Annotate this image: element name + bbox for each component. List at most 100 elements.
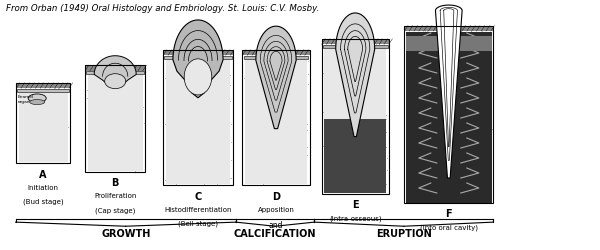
Point: [135, 70, 145, 73]
Point: [331, 93, 340, 97]
Point: [242, 51, 251, 55]
Point: [371, 95, 381, 99]
Point: [37, 115, 46, 119]
Point: [295, 67, 304, 71]
Point: [340, 61, 350, 65]
Point: [185, 119, 194, 123]
Point: [332, 162, 342, 166]
Point: [211, 91, 220, 95]
Point: [298, 110, 308, 114]
Point: [98, 110, 107, 114]
Point: [91, 135, 100, 139]
Point: [179, 114, 189, 118]
Point: [425, 112, 435, 116]
Point: [59, 124, 68, 128]
Point: [181, 60, 190, 64]
Point: [469, 131, 478, 135]
Point: [356, 119, 366, 123]
Point: [171, 65, 181, 69]
Point: [379, 71, 388, 75]
Point: [191, 75, 201, 79]
Point: [444, 125, 454, 129]
Point: [367, 91, 376, 95]
Point: [252, 64, 262, 68]
Point: [344, 118, 354, 122]
Point: [247, 97, 257, 101]
Bar: [407, 32, 491, 202]
Point: [90, 157, 100, 161]
Point: [296, 126, 306, 130]
Point: [455, 139, 465, 143]
Point: [199, 182, 209, 186]
Bar: [164, 56, 232, 59]
Point: [459, 158, 469, 162]
Point: [244, 67, 253, 71]
Point: [89, 72, 98, 76]
Point: [261, 73, 271, 77]
Point: [255, 150, 265, 154]
Point: [329, 189, 338, 193]
Point: [89, 87, 99, 91]
Point: [460, 58, 470, 62]
Point: [17, 106, 27, 110]
Point: [212, 172, 222, 176]
Point: [379, 57, 389, 61]
Point: [460, 152, 469, 156]
Point: [346, 182, 356, 186]
Point: [241, 162, 250, 166]
Point: [88, 82, 98, 86]
Point: [23, 108, 33, 112]
Point: [85, 121, 94, 125]
Point: [89, 118, 99, 122]
Text: (Cap stage): (Cap stage): [95, 207, 136, 214]
Point: [91, 97, 101, 101]
Point: [409, 85, 419, 89]
Point: [352, 132, 361, 136]
Text: CALCIFICATION: CALCIFICATION: [234, 229, 316, 239]
Point: [289, 144, 298, 148]
Point: [366, 126, 376, 130]
Point: [469, 44, 478, 48]
Point: [473, 69, 483, 73]
Point: [172, 100, 182, 103]
Point: [325, 73, 335, 77]
Point: [352, 124, 362, 128]
Point: [188, 88, 197, 92]
Point: [216, 117, 226, 121]
Point: [435, 193, 445, 197]
Point: [470, 70, 480, 74]
Point: [467, 67, 476, 71]
Point: [449, 94, 459, 98]
Point: [330, 120, 340, 124]
Point: [239, 76, 248, 80]
Point: [439, 56, 448, 60]
Point: [471, 95, 481, 99]
Point: [286, 126, 296, 130]
Point: [358, 108, 368, 112]
Point: [165, 78, 175, 82]
Point: [88, 166, 97, 170]
Point: [22, 154, 32, 158]
Point: [136, 157, 145, 161]
Point: [425, 51, 435, 55]
Point: [182, 176, 192, 180]
Point: [252, 166, 262, 170]
Point: [373, 142, 383, 146]
Point: [203, 150, 213, 154]
Bar: [406, 32, 492, 202]
Point: [258, 100, 268, 103]
Point: [407, 42, 416, 46]
Point: [353, 65, 362, 69]
Point: [91, 122, 100, 126]
Point: [320, 62, 329, 66]
Point: [439, 100, 449, 103]
Point: [106, 106, 115, 110]
Point: [20, 93, 30, 97]
Point: [409, 181, 419, 185]
Point: [294, 157, 304, 161]
Point: [456, 131, 466, 135]
Point: [474, 134, 484, 138]
Point: [99, 107, 109, 111]
Point: [270, 75, 280, 79]
Point: [301, 117, 310, 121]
